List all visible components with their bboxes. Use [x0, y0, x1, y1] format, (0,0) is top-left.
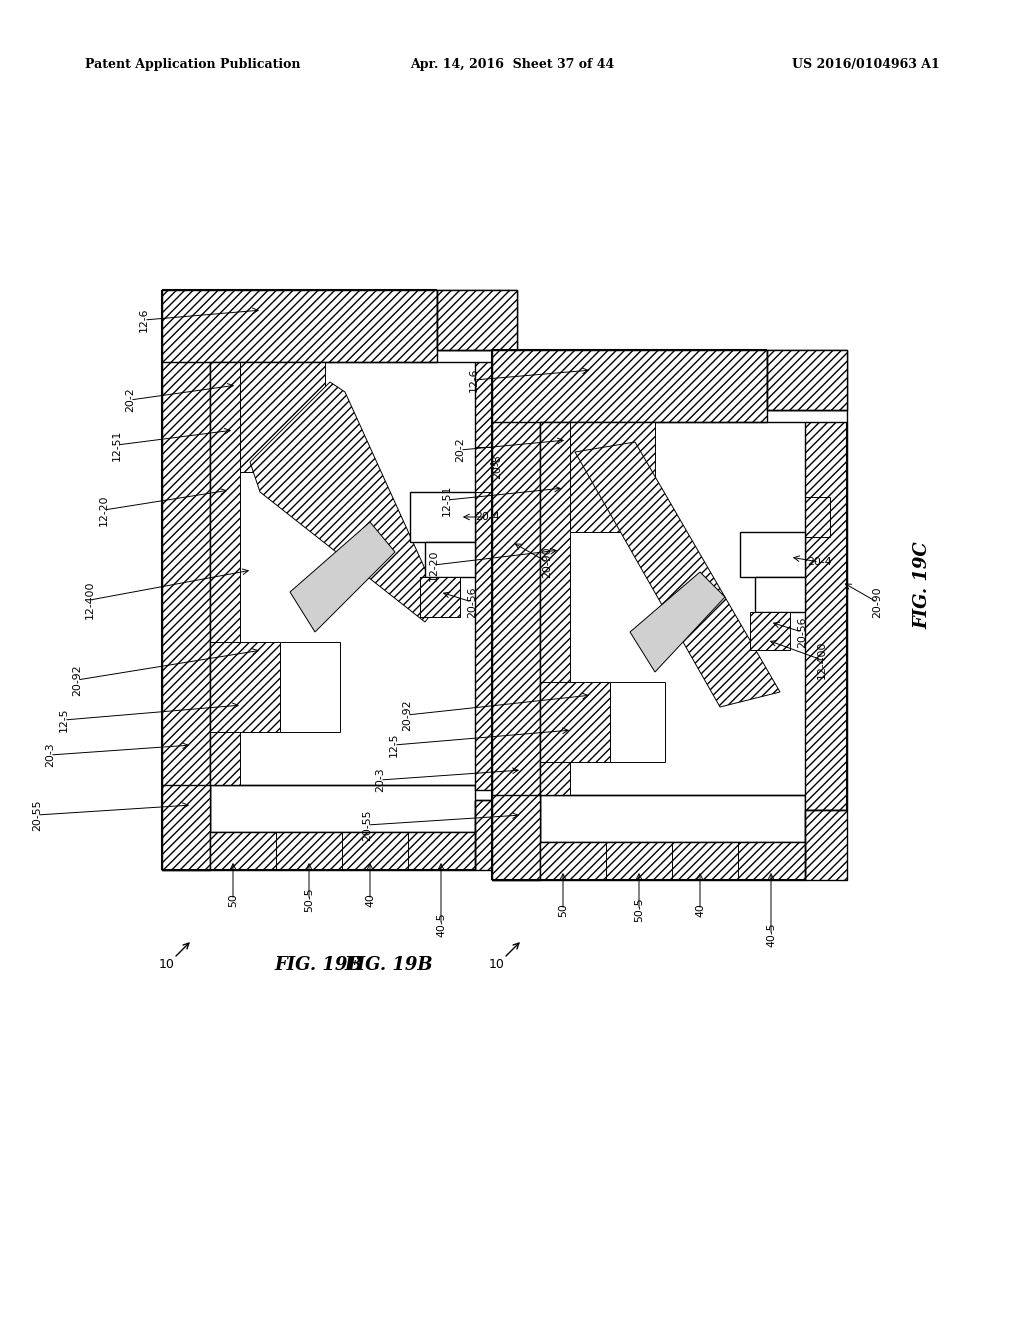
Bar — [210, 642, 280, 733]
Bar — [610, 682, 665, 762]
Bar — [755, 577, 805, 612]
Bar — [210, 362, 240, 785]
Text: 20-55: 20-55 — [362, 809, 372, 841]
Text: 20-90: 20-90 — [542, 546, 552, 578]
Polygon shape — [575, 442, 780, 708]
Bar — [420, 577, 460, 616]
Bar — [746, 350, 847, 411]
Bar — [475, 362, 517, 789]
Bar — [540, 795, 805, 842]
Text: 12-20: 12-20 — [429, 549, 439, 581]
Text: 12-6: 12-6 — [469, 368, 479, 392]
Bar — [420, 577, 460, 616]
Text: 20-2: 20-2 — [125, 388, 135, 412]
Bar — [210, 785, 475, 832]
Text: Patent Application Publication: Patent Application Publication — [85, 58, 300, 71]
Text: FIG. 19B: FIG. 19B — [345, 956, 433, 974]
Text: 50-5: 50-5 — [634, 898, 644, 923]
Text: 20-56: 20-56 — [797, 616, 807, 648]
Text: Apr. 14, 2016  Sheet 37 of 44: Apr. 14, 2016 Sheet 37 of 44 — [410, 58, 614, 71]
Bar — [540, 422, 570, 795]
Bar — [767, 350, 847, 411]
Text: 40-5: 40-5 — [436, 912, 446, 937]
Bar — [805, 810, 847, 880]
Text: 20-3: 20-3 — [375, 768, 385, 792]
Bar — [570, 422, 655, 532]
Bar — [162, 290, 437, 362]
Bar — [750, 612, 790, 649]
Bar — [280, 642, 340, 733]
Bar — [492, 411, 540, 880]
Text: 20-2: 20-2 — [455, 438, 465, 462]
Text: 20-4: 20-4 — [475, 512, 500, 521]
Text: 12-5: 12-5 — [389, 733, 399, 758]
Text: 12-51: 12-51 — [112, 429, 122, 461]
Polygon shape — [290, 521, 395, 632]
Bar — [540, 842, 805, 880]
Text: 20-92: 20-92 — [402, 700, 412, 731]
Bar — [437, 290, 517, 350]
Bar — [425, 543, 475, 577]
Text: 20-4: 20-4 — [807, 557, 831, 568]
Polygon shape — [250, 381, 440, 622]
Text: 20-56: 20-56 — [467, 586, 477, 618]
Text: 12-6: 12-6 — [139, 308, 150, 333]
Text: 10: 10 — [159, 958, 175, 972]
Text: 10: 10 — [489, 958, 505, 972]
Bar — [410, 492, 475, 543]
Text: FIG. 19C: FIG. 19C — [913, 541, 931, 628]
Text: 12-20: 12-20 — [99, 494, 109, 525]
Text: 40: 40 — [365, 894, 375, 907]
Text: 20-55: 20-55 — [32, 799, 42, 830]
Text: 12-400: 12-400 — [817, 640, 827, 680]
Bar — [162, 785, 210, 870]
Bar — [162, 350, 210, 870]
Bar — [740, 532, 805, 577]
Text: 12-5: 12-5 — [59, 708, 69, 733]
Bar — [492, 795, 540, 880]
Bar — [475, 800, 517, 870]
Text: 40-5: 40-5 — [766, 923, 776, 948]
Bar — [240, 362, 325, 473]
Text: 12-400: 12-400 — [85, 581, 95, 619]
Text: 20-8: 20-8 — [492, 454, 502, 479]
Text: 50-5: 50-5 — [304, 887, 314, 912]
Text: FIG. 19B: FIG. 19B — [274, 956, 364, 974]
Text: 50: 50 — [228, 894, 238, 907]
Text: 20-3: 20-3 — [45, 743, 55, 767]
Bar — [805, 422, 847, 810]
Text: US 2016/0104963 A1: US 2016/0104963 A1 — [793, 58, 940, 71]
Polygon shape — [630, 572, 725, 672]
Bar — [210, 832, 475, 870]
Text: 12-51: 12-51 — [442, 484, 452, 516]
Text: 40: 40 — [695, 903, 705, 917]
Bar — [417, 290, 517, 350]
Text: 20-92: 20-92 — [72, 664, 82, 696]
Bar — [540, 682, 610, 762]
Text: 20-90: 20-90 — [872, 586, 882, 618]
Text: 50: 50 — [558, 903, 568, 917]
Bar — [492, 350, 767, 422]
